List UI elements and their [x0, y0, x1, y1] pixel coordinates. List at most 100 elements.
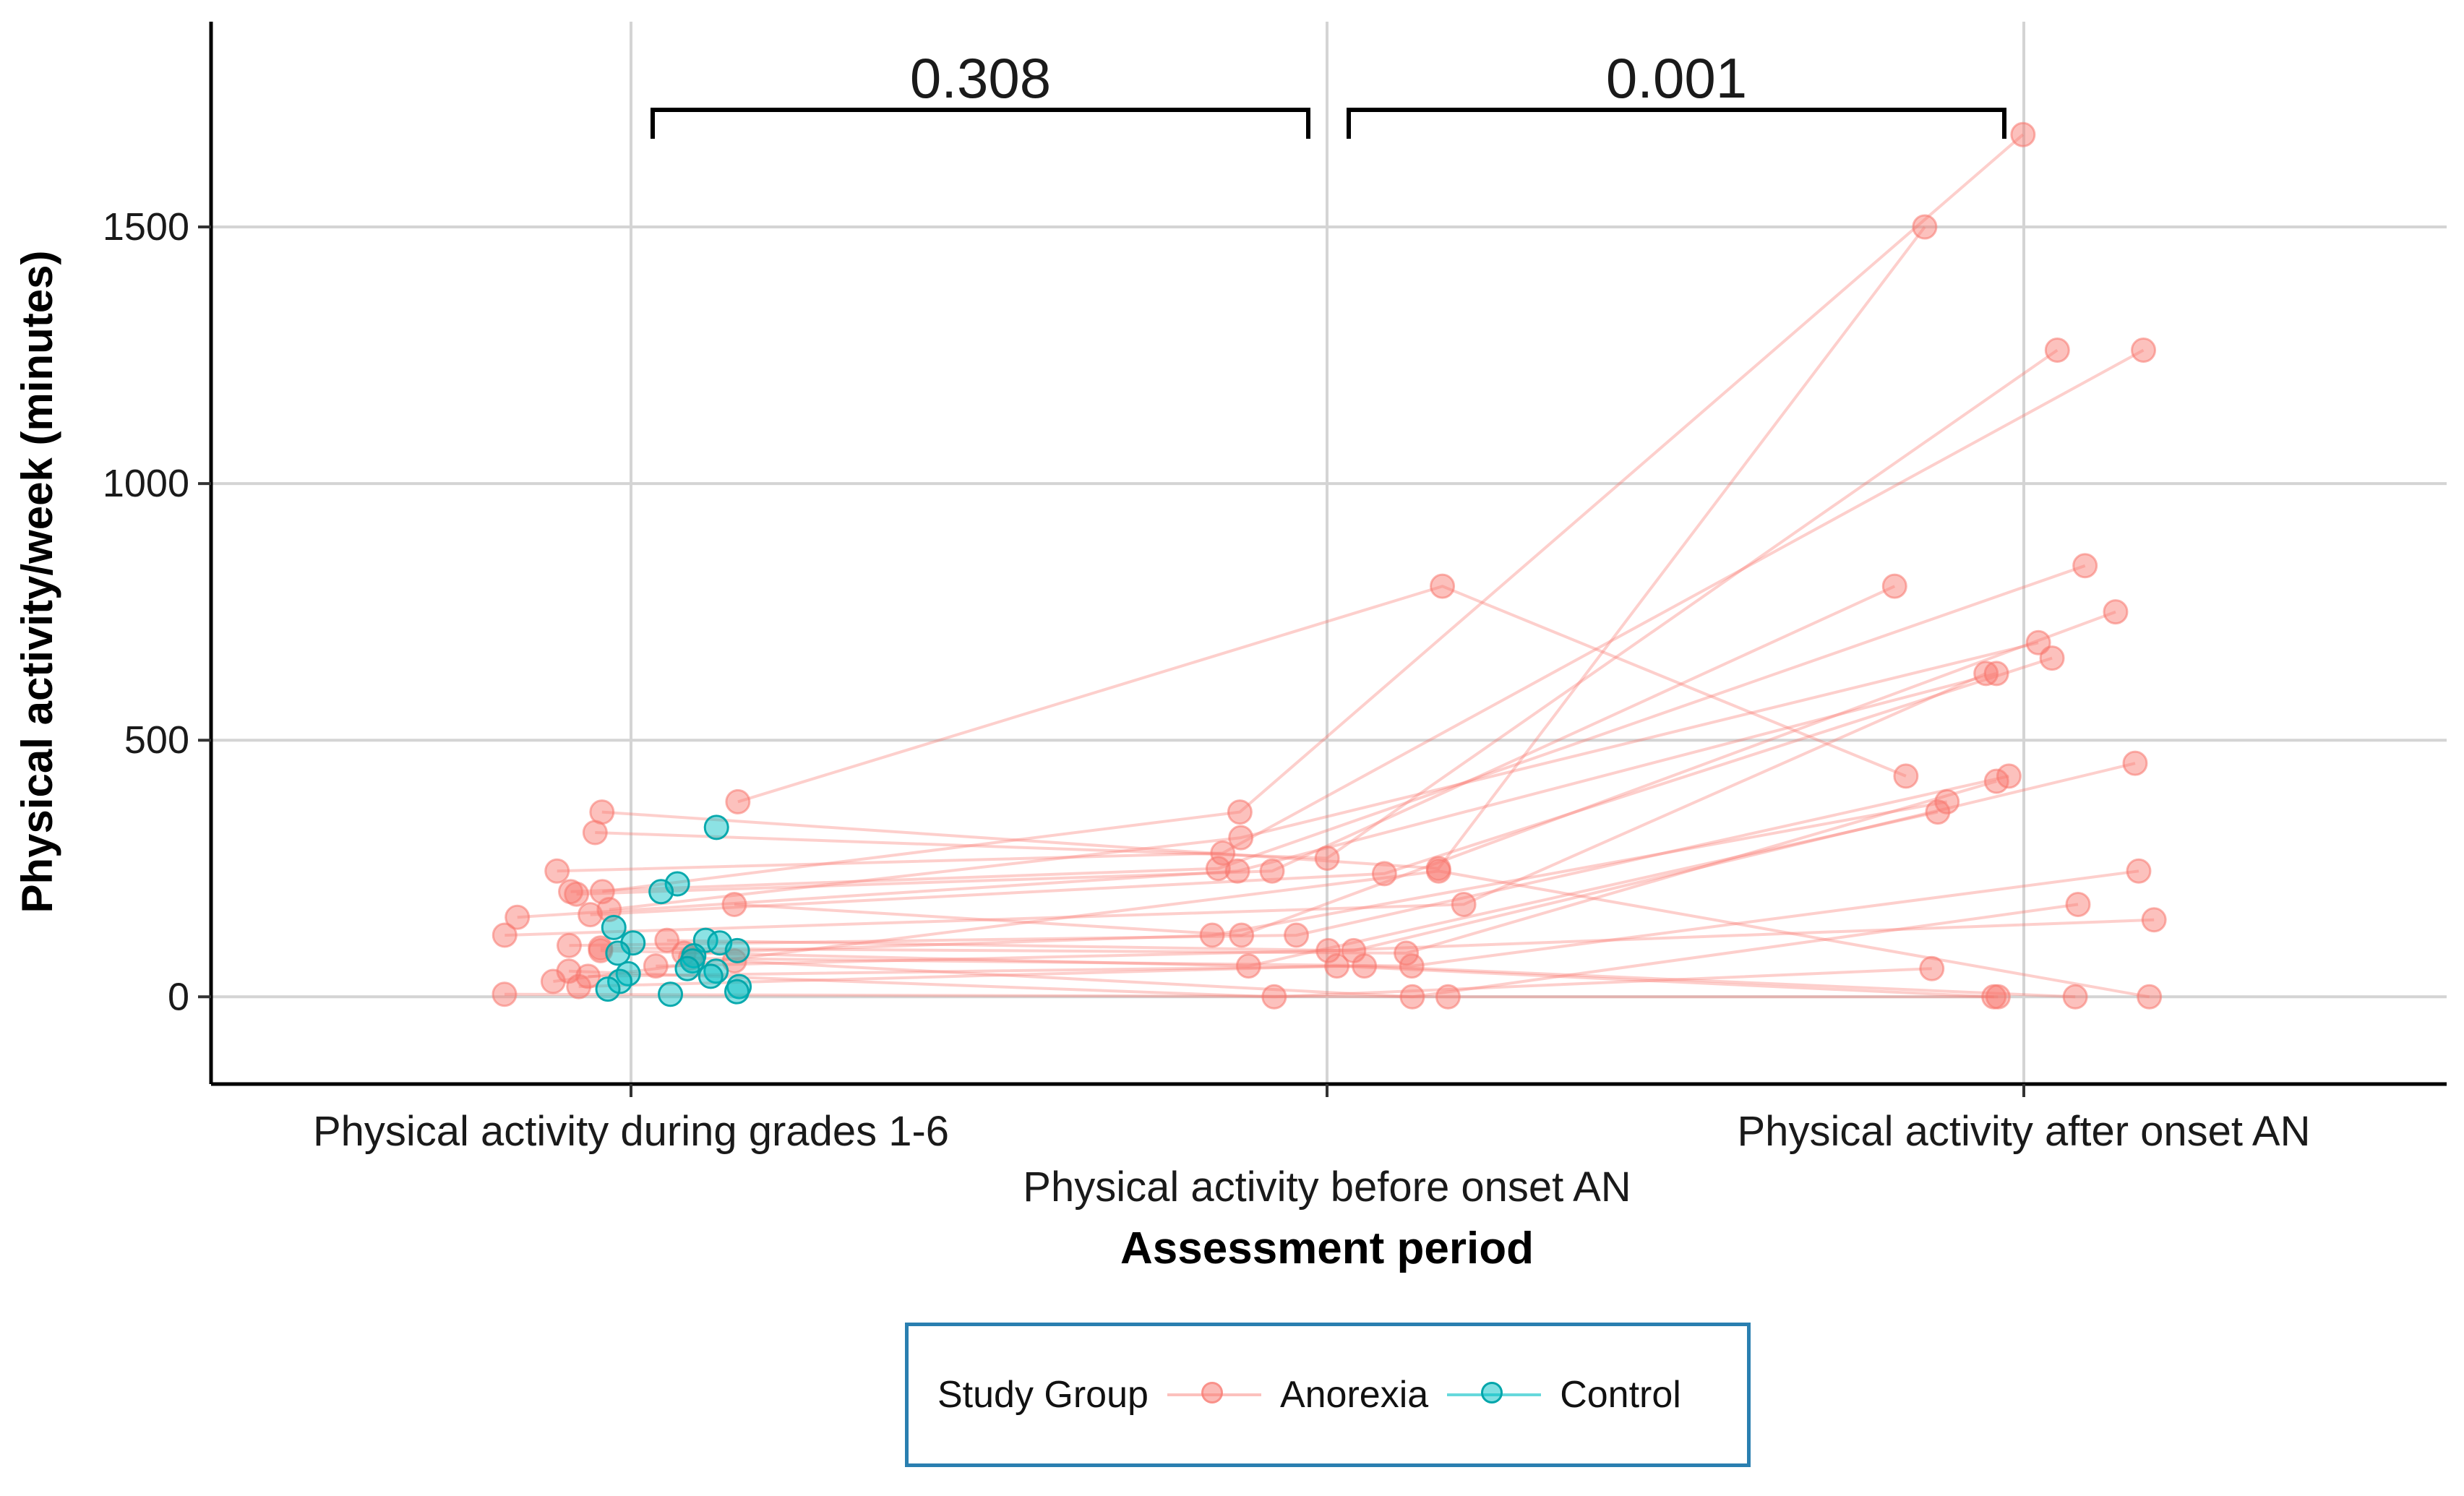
subject-line-anorexia — [517, 671, 1997, 919]
point-anorexia — [2039, 645, 2065, 671]
point-anorexia — [2141, 907, 2167, 933]
subject-line-anorexia — [569, 774, 2009, 947]
subject-line-anorexia — [504, 992, 1999, 999]
point-anorexia — [1315, 937, 1342, 963]
point-anorexia — [1259, 858, 1285, 884]
point-anorexia — [2126, 858, 2152, 884]
point-control — [601, 914, 627, 940]
subject-line-anorexia — [602, 133, 2025, 893]
point-anorexia — [1983, 768, 2009, 794]
subject-line-anorexia — [576, 585, 1896, 896]
point-control — [724, 979, 750, 1005]
subject-line-anorexia — [609, 641, 2039, 911]
point-anorexia — [1425, 858, 1451, 884]
point-control — [697, 963, 724, 989]
point-anorexia — [654, 927, 680, 953]
point-anorexia — [2131, 337, 2157, 363]
point-anorexia — [2072, 553, 2098, 579]
point-control — [674, 955, 700, 981]
x-tick-label: Physical activity after onset AN — [1738, 1108, 2311, 1155]
subject-line-anorexia — [568, 967, 1932, 999]
point-anorexia — [491, 981, 518, 1007]
subject-line-anorexia — [553, 869, 2150, 999]
subject-line-anorexia — [557, 348, 2145, 873]
point-anorexia — [1983, 661, 2009, 687]
point-anorexia — [725, 788, 751, 814]
subject-line-anorexia — [690, 869, 2139, 968]
point-anorexia — [721, 891, 747, 917]
point-anorexia — [578, 902, 604, 928]
point-anorexia — [540, 968, 566, 994]
subject-line-anorexia — [588, 964, 2076, 999]
point-anorexia — [1893, 763, 1919, 789]
point-anorexia — [556, 932, 582, 958]
x-tick-label: Physical activity during grades 1-6 — [313, 1108, 949, 1155]
subject-line-anorexia — [734, 903, 2079, 999]
point-anorexia — [1973, 661, 1999, 687]
legend-label-anorexia: Anorexia — [1279, 1374, 1429, 1416]
y-tick-label: 500 — [124, 718, 189, 762]
point-anorexia — [1235, 953, 1261, 979]
subject-line-anorexia — [666, 762, 2136, 953]
point-anorexia — [643, 953, 669, 979]
series-points — [491, 121, 2167, 1010]
point-control — [724, 937, 750, 963]
subject-line-anorexia — [505, 672, 1987, 937]
point-anorexia — [564, 881, 590, 907]
point-control — [703, 814, 729, 841]
point-anorexia — [1284, 922, 1310, 948]
subject-line-anorexia — [595, 348, 2059, 860]
point-control — [605, 940, 631, 966]
subject-line-anorexia — [684, 800, 1948, 955]
point-anorexia — [1199, 922, 1225, 948]
series-lines — [504, 133, 2155, 999]
point-control — [648, 879, 674, 905]
point-anorexia — [1934, 788, 1960, 814]
point-anorexia — [1912, 214, 1938, 240]
significance-bracket — [651, 108, 1310, 139]
y-axis-title: Physical activity/week (minutes) — [13, 250, 61, 913]
point-control — [595, 976, 621, 1002]
point-anorexia — [1399, 984, 1425, 1010]
point-anorexia — [1210, 840, 1236, 866]
subject-line-anorexia — [590, 656, 2053, 916]
point-anorexia — [1227, 799, 1253, 825]
significance-brackets: 0.308 0.001 — [651, 46, 2006, 139]
x-tick-label: Physical activity before onset AN — [1023, 1164, 1631, 1211]
subject-line-anorexia — [600, 780, 1997, 955]
p-value-label: 0.308 — [910, 46, 1051, 110]
point-anorexia — [566, 973, 592, 1000]
subject-line-anorexia — [601, 225, 1926, 870]
point-anorexia — [1430, 573, 1456, 599]
point-anorexia — [1324, 953, 1350, 979]
subject-line-anorexia — [600, 810, 1939, 968]
point-anorexia — [1451, 891, 1477, 917]
point-control — [658, 981, 684, 1007]
point-anorexia — [1394, 940, 1420, 966]
point-anorexia — [2010, 121, 2036, 147]
point-anorexia — [1224, 858, 1250, 884]
point-anorexia — [1371, 861, 1397, 887]
point-anorexia — [1205, 856, 1231, 882]
point-anorexia — [1228, 825, 1254, 851]
point-anorexia — [582, 820, 608, 846]
y-tick-label: 1500 — [103, 205, 189, 249]
point-anorexia — [2044, 337, 2070, 363]
subject-line-anorexia — [737, 585, 1907, 804]
point-anorexia — [544, 858, 570, 884]
point-anorexia — [2122, 750, 2148, 776]
legend-label-control: Control — [1560, 1374, 1681, 1416]
point-anorexia — [1399, 953, 1425, 979]
y-tick-label: 0 — [168, 975, 189, 1018]
legend-title: Study Group — [937, 1374, 1149, 1416]
point-anorexia — [1881, 573, 1907, 599]
y-tick-label: 1000 — [103, 462, 189, 505]
axis-labels: 0 500 1000 1500 Physical activity during gra… — [13, 205, 2311, 1273]
significance-bracket — [1347, 108, 2006, 139]
p-value-label: 0.001 — [1606, 46, 1747, 110]
point-anorexia — [2103, 599, 2129, 625]
subject-line-anorexia — [578, 964, 1994, 999]
point-anorexia — [491, 922, 518, 948]
point-anorexia — [1314, 846, 1340, 872]
legend-key-control — [1447, 1373, 1542, 1417]
